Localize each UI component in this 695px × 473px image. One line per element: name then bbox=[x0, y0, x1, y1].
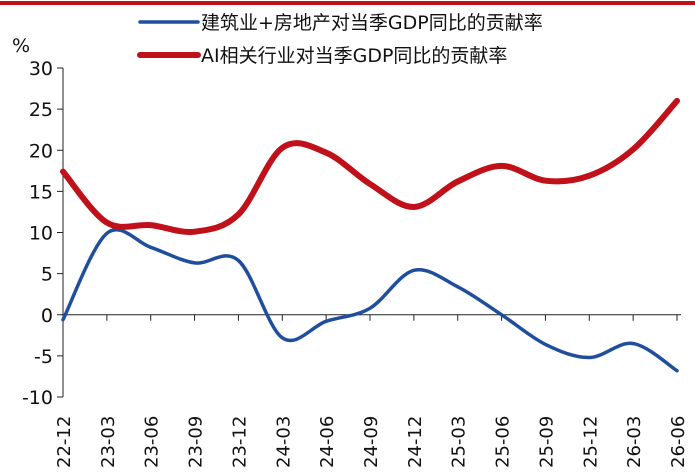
y-tick-label: 15 bbox=[29, 181, 53, 203]
x-tick-label: 23-12 bbox=[229, 416, 250, 468]
y-tick-label: 25 bbox=[29, 99, 53, 121]
y-axis-unit-label: % bbox=[12, 35, 30, 57]
y-axis: -10 -5 0 5 10 15 20 25 30 bbox=[22, 58, 64, 409]
x-tick-label: 26-03 bbox=[624, 416, 645, 468]
x-tick-label: 23-03 bbox=[98, 416, 119, 468]
legend-label-1: 建筑业+房地产对当季GDP同比的贡献率 bbox=[201, 12, 543, 34]
x-axis: 22-12 23-03 23-06 23-09 23-12 24-03 24-06 24-09… bbox=[54, 314, 689, 468]
legend: 建筑业+房地产对当季GDP同比的贡献率 AI相关行业对当季GDP同比的贡献率 bbox=[137, 12, 543, 67]
x-tick-label: 22-12 bbox=[54, 416, 75, 468]
y-tick-label: 20 bbox=[29, 140, 53, 162]
y-tick-label: -10 bbox=[22, 387, 53, 409]
series-line-1 bbox=[61, 227, 679, 373]
y-tick-label: 5 bbox=[41, 264, 53, 286]
legend-label-2: AI相关行业对当季GDP同比的贡献率 bbox=[201, 45, 507, 67]
x-tick-label: 24-03 bbox=[273, 416, 294, 468]
x-tick-label: 24-06 bbox=[317, 416, 338, 468]
x-tick-label: 23-06 bbox=[142, 416, 163, 468]
x-tick-label: 23-09 bbox=[186, 416, 207, 468]
series-layer bbox=[60, 97, 680, 373]
series-line-2 bbox=[60, 97, 680, 235]
x-tick-label: 25-03 bbox=[449, 416, 470, 468]
x-tick-label: 26-06 bbox=[668, 416, 689, 468]
x-tick-label: 24-09 bbox=[361, 416, 382, 468]
x-tick-label: 25-06 bbox=[493, 416, 514, 468]
x-tick-label: 24-12 bbox=[405, 416, 426, 468]
y-tick-label: 10 bbox=[29, 223, 53, 245]
x-tick-label: 25-12 bbox=[580, 416, 601, 468]
y-tick-label: 30 bbox=[29, 58, 53, 80]
y-tick-label: 0 bbox=[41, 305, 53, 327]
y-tick-label: -5 bbox=[34, 346, 53, 368]
x-tick-label: 25-09 bbox=[536, 416, 557, 468]
